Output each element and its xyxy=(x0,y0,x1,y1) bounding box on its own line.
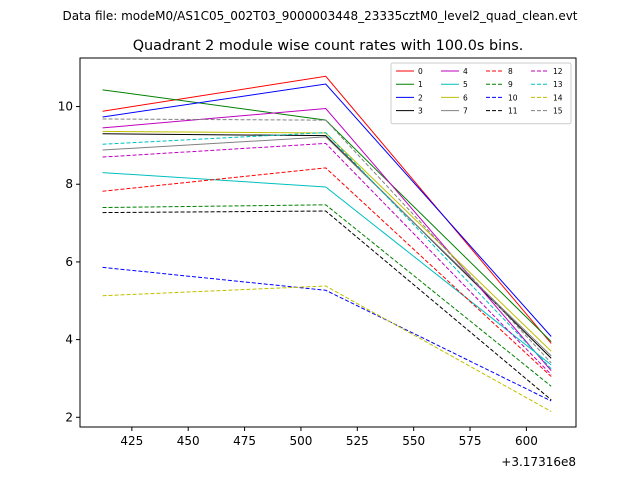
series-line-2 xyxy=(102,83,552,337)
legend-label-8: 8 xyxy=(508,67,513,76)
y-tick-label: 6 xyxy=(65,255,73,269)
axes-frame xyxy=(79,57,577,428)
plot-area xyxy=(102,75,552,412)
series-line-13 xyxy=(102,132,552,370)
series-line-6 xyxy=(102,130,552,352)
legend-label-14: 14 xyxy=(553,93,563,102)
series-line-8 xyxy=(102,167,552,377)
series-line-4 xyxy=(102,107,552,372)
legend-label-10: 10 xyxy=(508,93,518,102)
series-line-10 xyxy=(102,266,552,402)
series-line-7 xyxy=(102,136,552,357)
series-line-12 xyxy=(102,142,552,375)
x-tick-label: 475 xyxy=(233,434,256,448)
x-tick-label: 425 xyxy=(120,434,143,448)
series-line-1 xyxy=(102,89,552,342)
legend-box xyxy=(390,62,572,125)
series-line-14 xyxy=(102,285,552,412)
y-tick-label: 2 xyxy=(65,410,73,424)
axes: 425 450 475 500 525 550 575 600 2 4 6 8 10 xyxy=(58,100,538,448)
chart-title: Quadrant 2 module wise count rates with … xyxy=(133,38,524,54)
x-tick-label: 500 xyxy=(289,434,312,448)
y-tick-label: 4 xyxy=(65,333,73,347)
legend-label-1: 1 xyxy=(418,80,423,89)
y-tick-label: 10 xyxy=(58,100,73,114)
series-line-3 xyxy=(102,133,552,359)
legend-label-5: 5 xyxy=(463,80,468,89)
series-line-5 xyxy=(102,172,552,366)
x-tick-label: 450 xyxy=(177,434,200,448)
legend-label-9: 9 xyxy=(508,80,513,89)
y-tick-label: 8 xyxy=(65,177,73,191)
x-tick-label: 600 xyxy=(515,434,538,448)
legend-label-12: 12 xyxy=(553,67,563,76)
legend-label-0: 0 xyxy=(418,67,423,76)
legend-label-15: 15 xyxy=(553,107,563,116)
legend-label-7: 7 xyxy=(463,107,468,116)
legend-label-3: 3 xyxy=(418,107,423,116)
legend-label-13: 13 xyxy=(553,80,563,89)
legend-label-11: 11 xyxy=(508,107,518,116)
suptitle: Data file: modeM0/AS1C05_002T03_90000034… xyxy=(62,9,577,23)
legend-label-2: 2 xyxy=(418,93,423,102)
x-tick-label: 575 xyxy=(459,434,482,448)
legend-label-6: 6 xyxy=(463,93,468,102)
series-line-11 xyxy=(102,210,552,401)
series-line-9 xyxy=(102,204,552,387)
series-line-15 xyxy=(102,118,552,364)
x-tick-label: 525 xyxy=(346,434,369,448)
x-offset-label: +3.17316e8 xyxy=(501,455,576,469)
x-tick-label: 550 xyxy=(402,434,425,448)
legend-label-4: 4 xyxy=(463,67,468,76)
